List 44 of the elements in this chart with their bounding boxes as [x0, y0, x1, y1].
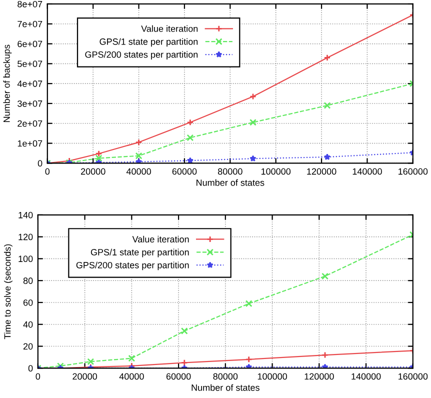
x-tick-label: 60000 [172, 168, 197, 175]
y-tick-label: 5e+07 [18, 60, 42, 68]
y-tick-label: 20 [23, 343, 33, 350]
y-tick-label: 6e+07 [18, 40, 42, 48]
y-tick-label: 8e+07 [18, 0, 42, 8]
y-tick-label: 40 [23, 321, 33, 328]
x-tick-label: 40000 [119, 373, 144, 380]
legend-label: GPS/1 state per partition [90, 248, 189, 258]
x-tick-label: 40000 [126, 168, 151, 175]
x-tick-label: 100000 [261, 168, 291, 175]
legend-label: GPS/200 states per partition [76, 262, 189, 270]
x-tick-label: 120000 [307, 168, 336, 175]
y-tick-label: 100 [18, 256, 33, 262]
x-axis-title: Number of states [196, 179, 264, 186]
x-tick-label: 20000 [81, 168, 106, 175]
y-tick-label: 80 [23, 278, 33, 284]
x-tick-label: 140000 [352, 373, 381, 380]
legend-label: Value iteration [141, 25, 198, 32]
y-tick-label: 60 [23, 299, 33, 306]
y-tick-label: 140 [18, 212, 33, 218]
y-tick-label: 0 [38, 160, 42, 167]
y-tick-label: 7e+07 [18, 20, 42, 28]
y-axis-title: Number of backups [3, 44, 12, 122]
x-tick-label: 0 [45, 168, 50, 175]
x-tick-label: 160000 [398, 168, 428, 175]
x-tick-label: 20000 [72, 373, 97, 380]
x-tick-label: 80000 [213, 373, 238, 380]
x-tick-label: 80000 [218, 168, 242, 175]
x-tick-label: 160000 [398, 373, 428, 380]
y-tick-label: 3e+07 [18, 100, 42, 107]
x-tick-label: 60000 [166, 373, 191, 380]
y-tick-label: 120 [18, 234, 33, 240]
legend-label: GPS/200 states per partition [85, 51, 198, 60]
y-axis-title: Time to solve (seconds) [4, 244, 12, 340]
y-tick-label: 0 [28, 365, 33, 372]
y-tick-label: 4e+07 [17, 80, 42, 87]
legend-label: Value iteration [132, 236, 189, 242]
y-tick-label: 1e+07 [18, 140, 42, 147]
x-tick-label: 100000 [258, 373, 287, 380]
y-tick-label: 2e+07 [18, 120, 42, 127]
x-tick-label: 120000 [304, 373, 334, 380]
x-axis-title: Number of states [192, 384, 260, 391]
x-tick-label: 140000 [352, 168, 382, 175]
legend-label: GPS/1 state per partition [100, 38, 198, 47]
